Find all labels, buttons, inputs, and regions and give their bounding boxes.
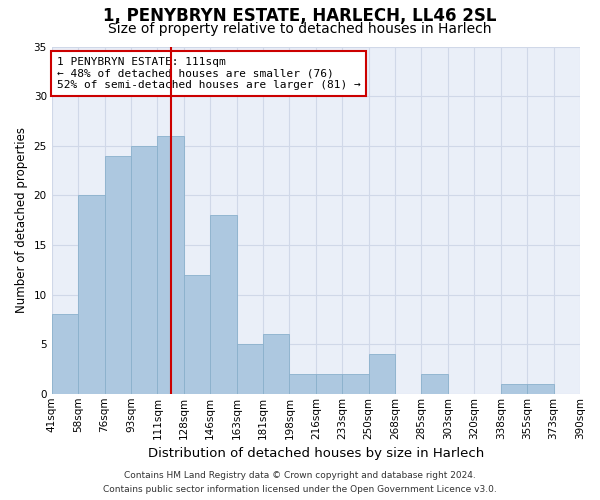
Bar — [236, 344, 263, 394]
Text: Contains HM Land Registry data © Crown copyright and database right 2024.
Contai: Contains HM Land Registry data © Crown c… — [103, 472, 497, 494]
Bar — [368, 354, 395, 394]
Bar — [316, 374, 342, 394]
Bar — [210, 215, 236, 394]
Bar — [421, 374, 448, 394]
X-axis label: Distribution of detached houses by size in Harlech: Distribution of detached houses by size … — [148, 447, 484, 460]
Bar — [78, 196, 104, 394]
Bar — [527, 384, 554, 394]
Bar — [131, 146, 157, 394]
Bar — [184, 274, 210, 394]
Text: 1 PENYBRYN ESTATE: 111sqm
← 48% of detached houses are smaller (76)
52% of semi-: 1 PENYBRYN ESTATE: 111sqm ← 48% of detac… — [57, 57, 361, 90]
Bar — [263, 334, 289, 394]
Bar — [289, 374, 316, 394]
Bar — [104, 156, 131, 394]
Bar — [157, 136, 184, 394]
Text: Size of property relative to detached houses in Harlech: Size of property relative to detached ho… — [108, 22, 492, 36]
Bar — [52, 314, 78, 394]
Y-axis label: Number of detached properties: Number of detached properties — [15, 127, 28, 313]
Text: 1, PENYBRYN ESTATE, HARLECH, LL46 2SL: 1, PENYBRYN ESTATE, HARLECH, LL46 2SL — [103, 8, 497, 26]
Bar — [342, 374, 368, 394]
Bar — [501, 384, 527, 394]
